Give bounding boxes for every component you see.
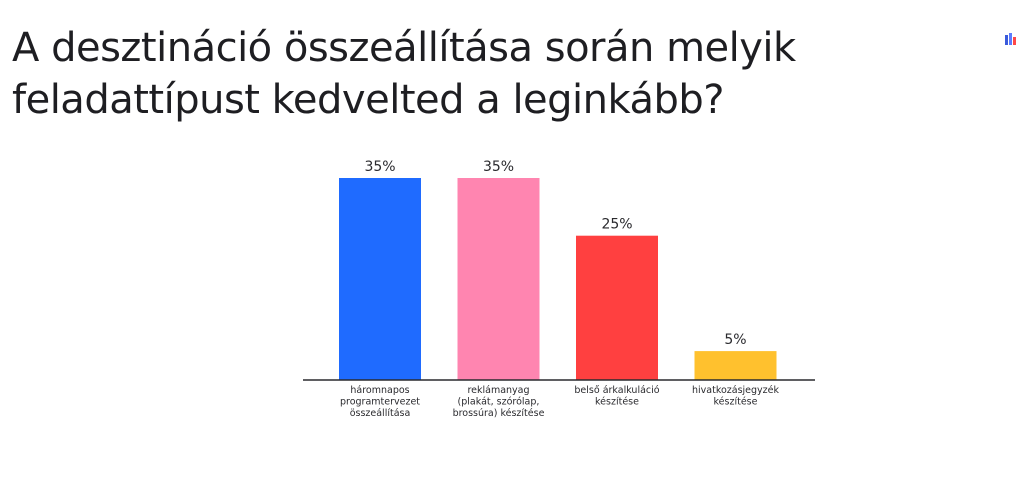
bar-1: [339, 178, 421, 380]
value-label-3: 25%: [601, 217, 632, 233]
category-label-1: háromnapos programtervezet összeállítása: [340, 385, 420, 419]
question-title-line-1: A desztináció összeállítása során melyik: [12, 25, 796, 71]
value-label-4: 5%: [724, 332, 746, 348]
bar-4: [694, 351, 777, 380]
value-label-2: 35%: [483, 159, 514, 175]
question-title-line-2: feladattípust kedvelted a leginkább?: [12, 77, 725, 123]
bar-3: [576, 235, 658, 380]
value-label-1: 35%: [364, 159, 395, 175]
category-label-2: reklámanyag (plakát, szórólap, brossúra) k…: [453, 385, 545, 419]
mentimeter-logo-icon: [1005, 33, 1016, 45]
category-label-3: belső árkalkuláció készítése: [574, 385, 659, 408]
bar-2: [457, 178, 540, 380]
question-title: A desztináció összeállítása során melyik…: [12, 22, 912, 126]
category-label-4: hivatkozásjegyzék készítése: [692, 385, 780, 408]
